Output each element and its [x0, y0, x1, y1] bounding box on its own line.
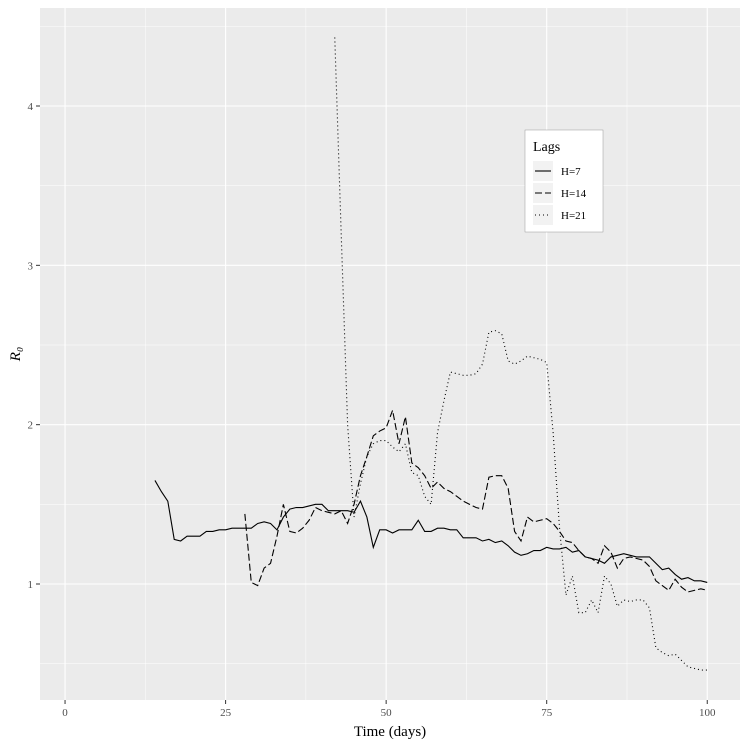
line [244, 408, 708, 593]
x-axis-label: Time (days) [354, 724, 426, 740]
line [154, 480, 708, 583]
y-axis-label: R₀ [8, 347, 24, 362]
y-tick-label: 2 [28, 420, 34, 432]
legend: Lags H=7 H=14 H=21 [524, 129, 604, 233]
panel [40, 8, 740, 700]
legend-label: H=7 [561, 166, 581, 178]
x-tick-label: 0 [62, 707, 68, 719]
legend-label: H=14 [561, 188, 587, 200]
legend-label: H=21 [561, 210, 586, 222]
y-tick-label: 3 [28, 260, 34, 272]
legend-title: Lags [533, 140, 560, 155]
y-tick-label: 1 [28, 579, 34, 591]
x-tick-label: 25 [220, 707, 232, 719]
x-tick-label: 50 [381, 707, 393, 719]
y-tick-label: 4 [28, 101, 34, 113]
x-tick-label: 100 [699, 707, 716, 719]
x-tick-label: 75 [541, 707, 553, 719]
line [334, 37, 708, 671]
legend-key [533, 183, 553, 203]
